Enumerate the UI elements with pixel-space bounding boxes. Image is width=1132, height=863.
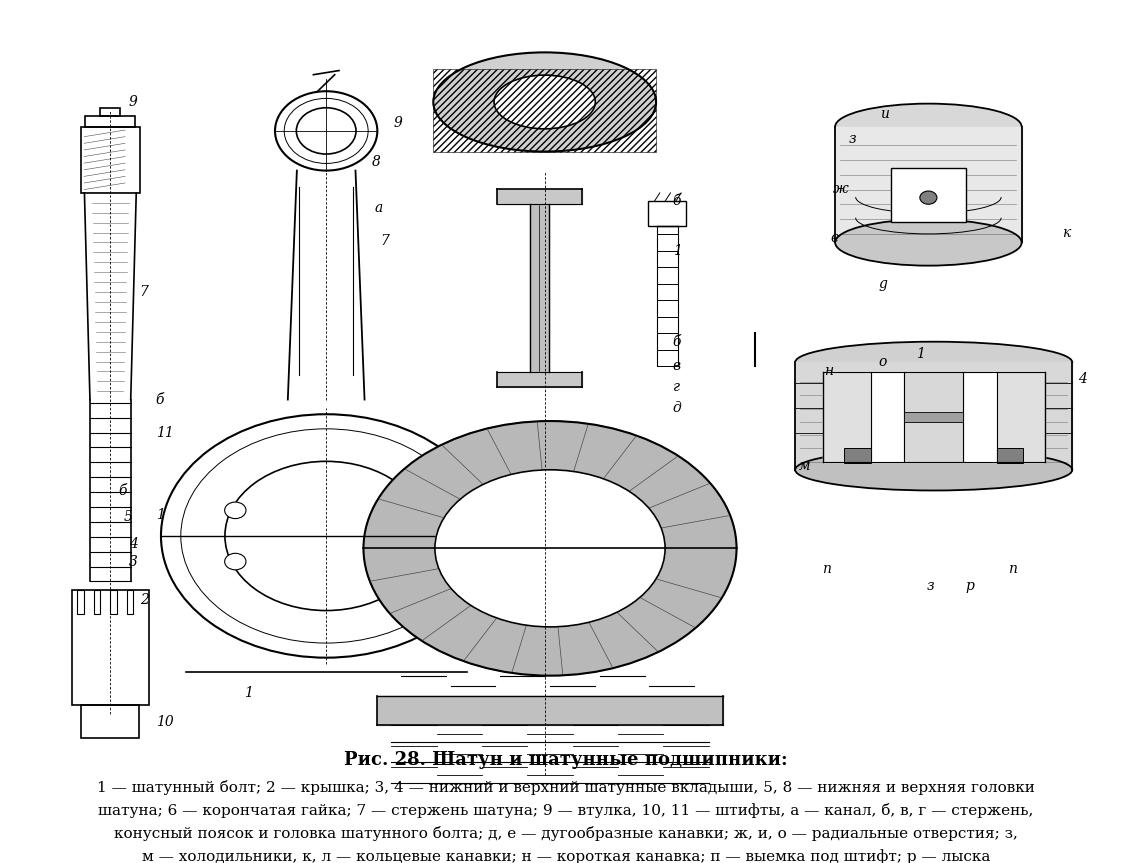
Text: ж: ж	[832, 182, 848, 196]
Polygon shape	[85, 193, 136, 400]
Text: 4: 4	[129, 537, 138, 551]
Circle shape	[920, 191, 937, 205]
Polygon shape	[530, 204, 549, 372]
Bar	[891, 168, 966, 222]
Bar	[844, 448, 871, 463]
Text: 8: 8	[371, 155, 380, 169]
Text: 1: 1	[243, 686, 252, 700]
Text: 1: 1	[916, 347, 925, 361]
Text: о: о	[878, 356, 886, 369]
Ellipse shape	[434, 53, 657, 152]
Polygon shape	[363, 548, 737, 676]
Bar	[101, 108, 120, 117]
Text: и: и	[881, 107, 890, 122]
Bar	[85, 117, 135, 127]
Text: 9: 9	[393, 116, 402, 129]
Bar	[904, 412, 963, 422]
Text: конусный поясок и головка шатунного болта; д, е — дугообразные канавки; ж, и, о : конусный поясок и головка шатунного болт…	[114, 826, 1018, 841]
Polygon shape	[435, 469, 666, 548]
Circle shape	[224, 553, 246, 570]
Ellipse shape	[795, 449, 1072, 490]
Bar	[996, 448, 1023, 463]
Bar	[94, 589, 101, 614]
Text: б: б	[672, 194, 681, 208]
Text: д: д	[672, 400, 681, 415]
Text: а: а	[375, 201, 383, 215]
Text: м — холодильники, к, л — кольцевые канавки; н — короткая канавка; п — выемка под: м — холодильники, к, л — кольцевые канав…	[142, 849, 990, 863]
Text: Рис. 28. Шатун и шатунные подшипники:: Рис. 28. Шатун и шатунные подшипники:	[344, 751, 788, 769]
Text: б: б	[672, 335, 681, 349]
Text: 7: 7	[139, 285, 148, 299]
Polygon shape	[497, 372, 582, 387]
Text: з: з	[849, 132, 856, 146]
Text: в: в	[672, 360, 680, 374]
Text: з: з	[926, 578, 934, 593]
Polygon shape	[996, 372, 1045, 462]
Text: б: б	[119, 484, 127, 498]
Bar	[82, 705, 139, 739]
Bar	[80, 127, 139, 193]
Text: н: н	[824, 363, 833, 378]
Polygon shape	[835, 127, 1022, 243]
Text: 1: 1	[155, 508, 164, 522]
Ellipse shape	[835, 104, 1022, 150]
Ellipse shape	[835, 219, 1022, 266]
Text: 1 — шатунный болт; 2 — крышка; 3, 4 — нижний и верхний шатунные вкладыши, 5, 8 —: 1 — шатунный болт; 2 — крышка; 3, 4 — ни…	[97, 780, 1035, 795]
Circle shape	[406, 553, 428, 570]
Text: е: е	[831, 231, 839, 245]
Text: g: g	[878, 277, 887, 291]
Circle shape	[406, 502, 428, 519]
Text: г: г	[672, 381, 679, 394]
Text: 5: 5	[123, 510, 132, 524]
Bar	[77, 589, 84, 614]
Polygon shape	[795, 362, 1072, 469]
Polygon shape	[363, 421, 737, 548]
Polygon shape	[497, 189, 582, 204]
Text: п: п	[1009, 562, 1018, 576]
Bar	[649, 201, 686, 226]
Bar	[434, 69, 657, 152]
Text: 10: 10	[155, 715, 173, 729]
Text: 2: 2	[139, 593, 148, 607]
Text: п: п	[822, 562, 831, 576]
Polygon shape	[823, 372, 871, 462]
Text: 11: 11	[155, 425, 173, 439]
Bar	[110, 589, 117, 614]
Text: б: б	[155, 393, 164, 406]
Text: 4: 4	[1078, 372, 1087, 386]
Text: 7: 7	[380, 234, 389, 248]
Polygon shape	[435, 548, 666, 627]
Polygon shape	[377, 696, 722, 725]
Polygon shape	[823, 372, 1045, 462]
Ellipse shape	[494, 75, 595, 129]
Text: 1: 1	[672, 243, 681, 258]
Text: шатуна; 6 — корончатая гайка; 7 — стержень шатуна; 9 — втулка, 10, 11 — штифты, : шатуна; 6 — корончатая гайка; 7 — стерже…	[98, 803, 1034, 818]
Text: 9: 9	[129, 95, 138, 109]
Bar	[71, 589, 148, 705]
Ellipse shape	[795, 342, 1072, 383]
Text: м: м	[798, 459, 809, 473]
Text: к: к	[1062, 225, 1070, 240]
Bar	[127, 589, 134, 614]
Circle shape	[224, 502, 246, 519]
Polygon shape	[904, 372, 963, 462]
Text: р: р	[966, 578, 975, 593]
Text: 3: 3	[129, 555, 138, 569]
